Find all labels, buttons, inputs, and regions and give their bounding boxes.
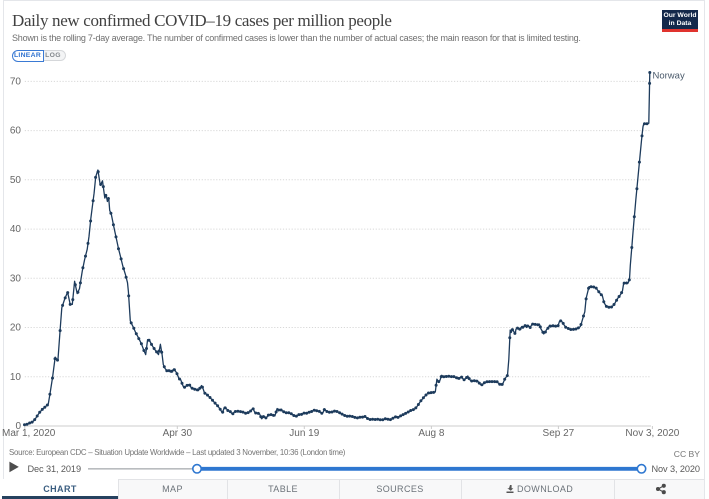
svg-text:50: 50 (10, 175, 22, 186)
svg-text:Nov 3, 2020: Nov 3, 2020 (625, 428, 679, 439)
svg-text:Jun 19: Jun 19 (289, 428, 319, 439)
svg-text:Apr 30: Apr 30 (163, 428, 193, 439)
svg-text:Aug 8: Aug 8 (418, 428, 445, 439)
svg-text:Norway: Norway (653, 71, 685, 82)
svg-text:60: 60 (10, 126, 22, 137)
svg-text:Mar 1, 2020: Mar 1, 2020 (2, 428, 56, 439)
svg-text:10: 10 (10, 372, 22, 383)
svg-text:20: 20 (10, 323, 22, 334)
svg-text:40: 40 (10, 224, 22, 235)
svg-text:Sep 27: Sep 27 (543, 428, 575, 439)
svg-text:30: 30 (10, 273, 22, 284)
svg-text:Dec 31, 2019: Dec 31, 2019 (28, 464, 81, 474)
svg-text:0: 0 (15, 421, 21, 432)
svg-text:Nov 3, 2020: Nov 3, 2020 (652, 464, 700, 474)
svg-text:70: 70 (10, 76, 22, 87)
